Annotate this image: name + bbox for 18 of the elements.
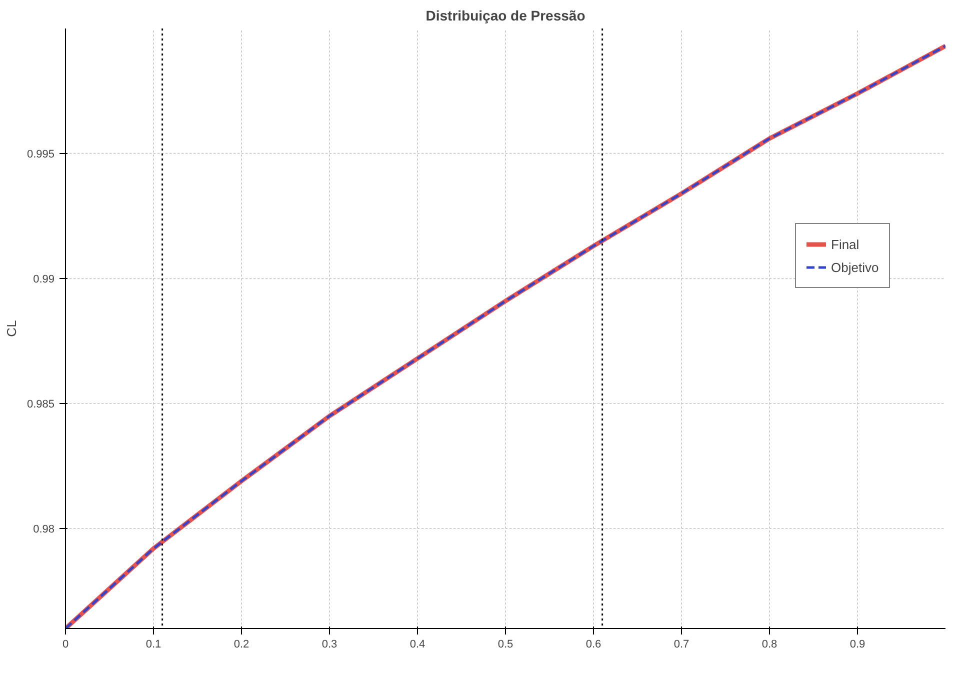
x-tick-label: 0.7 bbox=[674, 638, 690, 650]
x-tick-label: 0.4 bbox=[410, 638, 426, 650]
legend-label: Objetivo bbox=[831, 260, 879, 274]
x-tick-label: 0.2 bbox=[234, 638, 250, 650]
y-tick-label: 0.985 bbox=[26, 398, 55, 410]
y-axis-title: CL bbox=[4, 320, 19, 337]
y-tick-label: 0.995 bbox=[26, 148, 55, 160]
legend-label: Final bbox=[831, 236, 860, 252]
y-tick-label: 0.98 bbox=[33, 524, 55, 536]
y-tick-label: 0.99 bbox=[33, 274, 55, 286]
x-tick-label: 0 bbox=[62, 638, 69, 650]
chart-title: Distribuiçao de Pressão bbox=[426, 8, 586, 24]
x-tick-label: 0.3 bbox=[322, 638, 338, 650]
x-tick-label: 0.1 bbox=[146, 638, 162, 650]
x-tick-label: 0.6 bbox=[586, 638, 602, 650]
x-tick-label: 0.9 bbox=[850, 638, 866, 650]
x-tick-label: 0.5 bbox=[498, 638, 514, 650]
x-tick-label: 0.8 bbox=[762, 638, 778, 650]
